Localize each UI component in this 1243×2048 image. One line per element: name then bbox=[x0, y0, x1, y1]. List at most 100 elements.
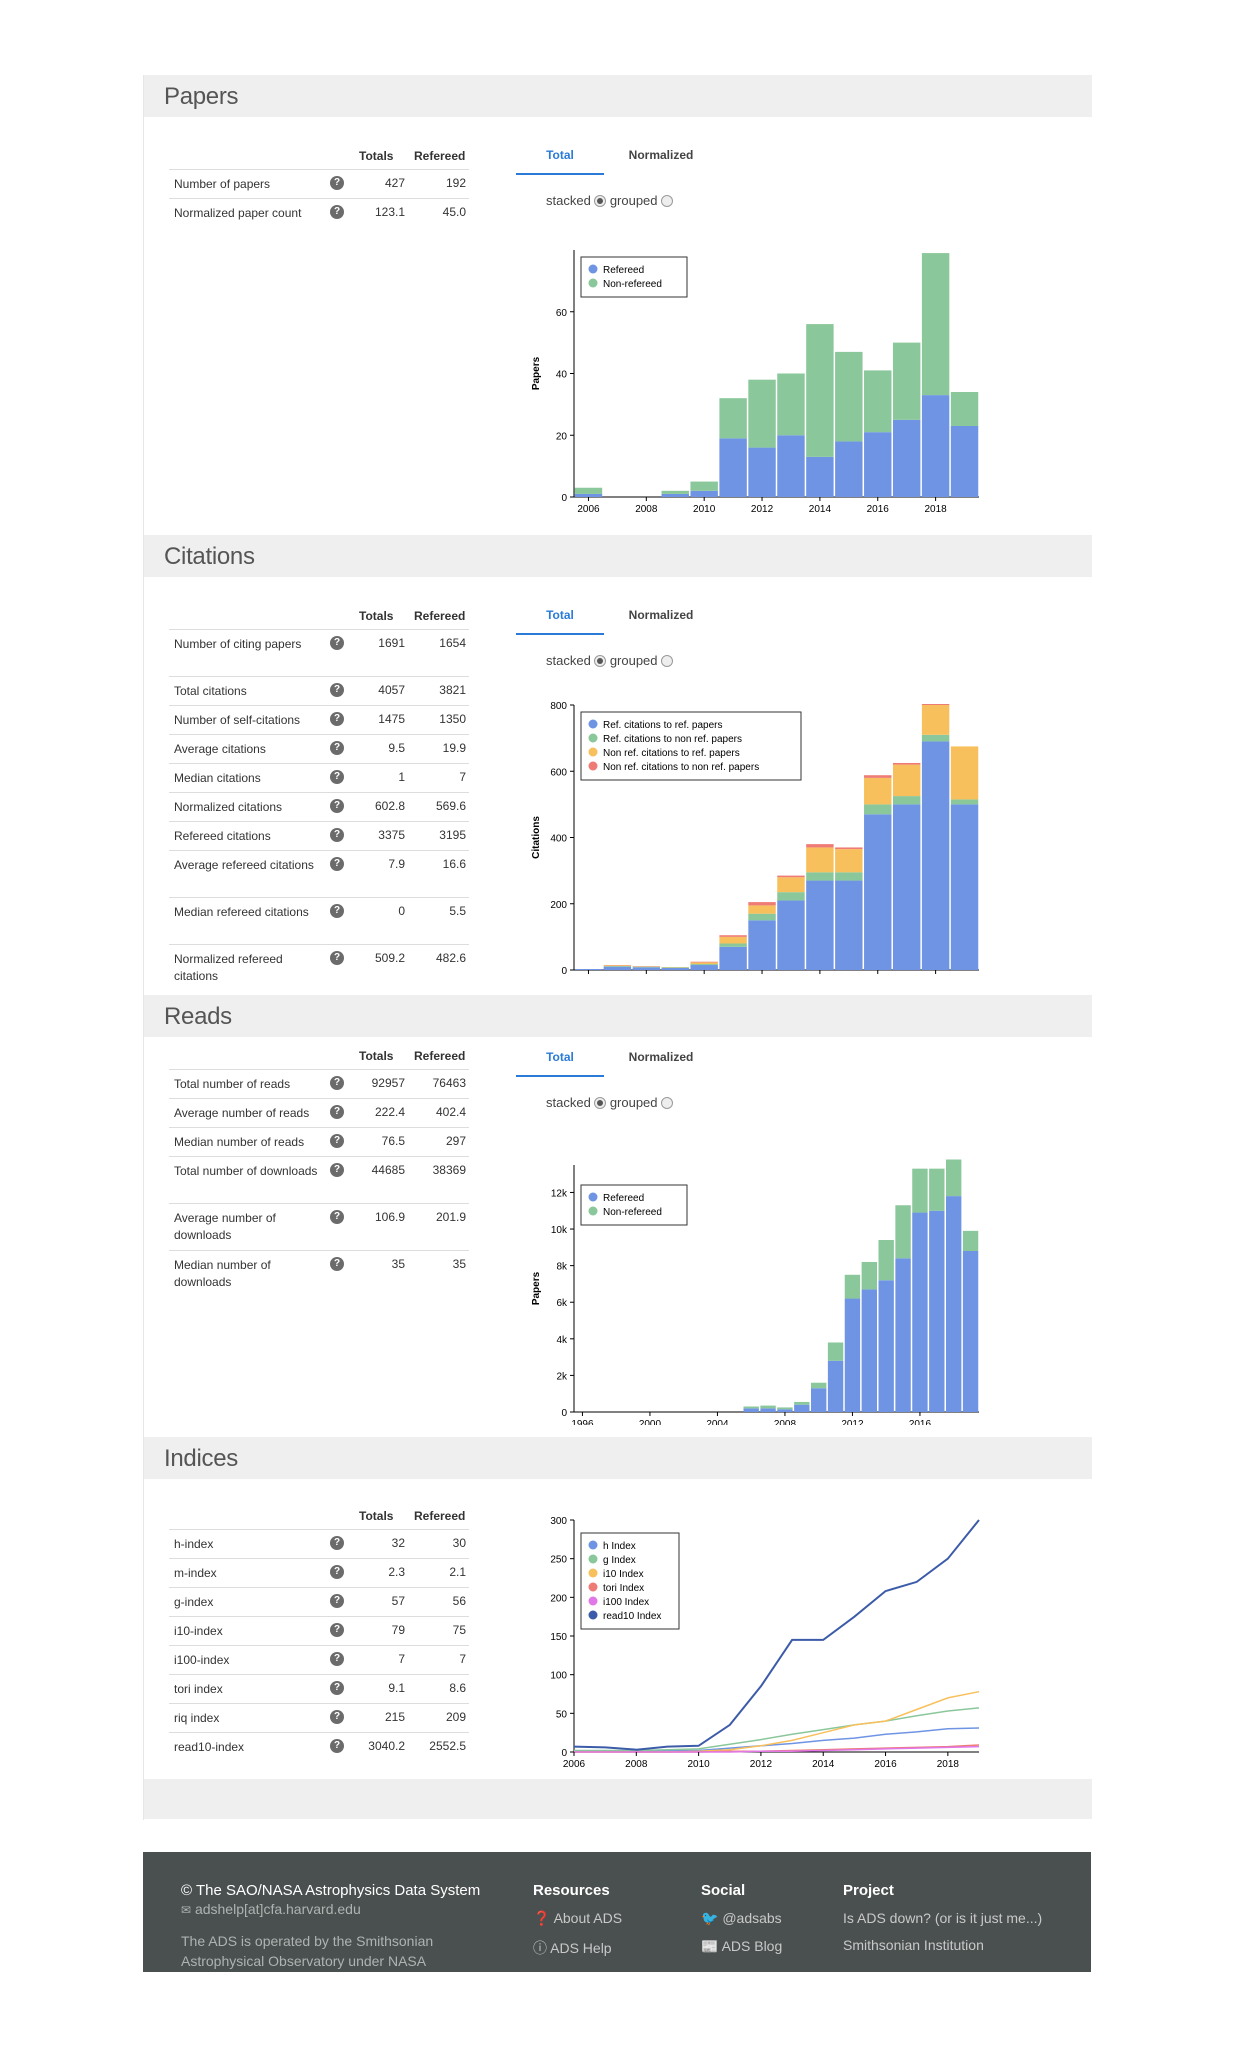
bar-ref-citations-to-non-ref-papers bbox=[835, 872, 863, 881]
metric-row: g-index? 57 56 bbox=[169, 1587, 469, 1616]
metric-row: Number of papers? 427 192 bbox=[169, 169, 469, 198]
help-icon[interactable]: ? bbox=[330, 1710, 344, 1724]
help-icon[interactable]: ? bbox=[330, 1536, 344, 1550]
blog-link[interactable]: 📰 ADS Blog bbox=[701, 1938, 782, 1955]
metric-refereed: 35 bbox=[452, 1257, 466, 1271]
bar-refereed bbox=[661, 493, 689, 497]
tab-normalized[interactable]: Normalized bbox=[628, 608, 694, 622]
y-tick-label: 800 bbox=[550, 701, 567, 712]
metric-total: 79 bbox=[391, 1623, 405, 1637]
y-tick-label: 40 bbox=[556, 370, 568, 381]
metric-refereed: 45.0 bbox=[442, 205, 466, 219]
status-link[interactable]: Is ADS down? (or is it just me...) bbox=[843, 1910, 1043, 1926]
help-icon[interactable]: ? bbox=[330, 1105, 344, 1119]
y-axis-title: Papers bbox=[531, 356, 542, 390]
help-icon[interactable]: ? bbox=[330, 1210, 344, 1224]
about-link-label: About ADS bbox=[553, 1910, 623, 1926]
y-tick-label: 20 bbox=[556, 431, 568, 442]
legend-label: Ref. citations to ref. papers bbox=[603, 720, 723, 731]
metric-label: Average refereed citations bbox=[174, 858, 314, 872]
help-link[interactable]: ⓘ ADS Help bbox=[533, 1938, 622, 1958]
tab-total[interactable]: Total bbox=[516, 605, 604, 635]
help-icon[interactable]: ? bbox=[330, 904, 344, 918]
help-icon[interactable]: ? bbox=[330, 1652, 344, 1666]
help-icon[interactable]: ? bbox=[330, 1134, 344, 1148]
metric-total: 7 bbox=[398, 1652, 405, 1666]
help-icon[interactable]: ? bbox=[330, 636, 344, 650]
bar-refereed bbox=[777, 435, 805, 497]
footer-email[interactable]: adshelp[at]cfa.harvard.edu bbox=[194, 1901, 361, 1917]
legend-label: g Index bbox=[603, 1555, 636, 1566]
tab-normalized[interactable]: Normalized bbox=[628, 148, 694, 162]
col-refereed: Refereed bbox=[414, 609, 466, 623]
legend-dot bbox=[588, 1582, 598, 1592]
grouped-radio[interactable] bbox=[660, 654, 673, 667]
help-icon[interactable]: ? bbox=[330, 712, 344, 726]
help-icon[interactable]: ? bbox=[330, 799, 344, 813]
grouped-radio[interactable] bbox=[660, 1096, 673, 1109]
legend-label: read10 Index bbox=[603, 1611, 661, 1622]
twitter-link[interactable]: 🐦 @adsabs bbox=[701, 1910, 782, 1927]
col-refereed: Refereed bbox=[414, 1509, 466, 1523]
bar-non-ref-citations-to-ref-papers bbox=[921, 705, 950, 735]
footer-resources: Resources ❓ About ADS ⓘ ADS Help bbox=[533, 1882, 622, 1958]
legend-label: Non ref. citations to ref. papers bbox=[603, 748, 740, 759]
footer-about: © The SAO/NASA Astrophysics Data System … bbox=[181, 1882, 501, 1971]
bar-refereed bbox=[950, 425, 979, 497]
y-tick-label: 10k bbox=[551, 1225, 568, 1236]
stacked-radio[interactable] bbox=[593, 194, 606, 207]
metric-refereed: 482.6 bbox=[435, 951, 466, 965]
y-tick-label: 2k bbox=[556, 1371, 568, 1382]
bar-non-refereed bbox=[864, 370, 892, 433]
tab-total[interactable]: Total bbox=[516, 145, 604, 175]
tab-total[interactable]: Total bbox=[516, 1047, 604, 1077]
indices-metrics-table: Totals Refereed h-index? 32 30 m-index? 2.3 2.… bbox=[169, 1501, 469, 1761]
x-tick-label: 2012 bbox=[841, 1419, 864, 1425]
help-icon[interactable]: ? bbox=[330, 683, 344, 697]
help-icon[interactable]: ? bbox=[330, 770, 344, 784]
metric-label: Total number of downloads bbox=[174, 1164, 318, 1178]
help-icon[interactable]: ? bbox=[330, 857, 344, 871]
help-icon[interactable]: ? bbox=[330, 1623, 344, 1637]
help-icon[interactable]: ? bbox=[330, 1594, 344, 1608]
help-icon[interactable]: ? bbox=[330, 1681, 344, 1695]
help-icon[interactable]: ? bbox=[330, 1565, 344, 1579]
x-tick-label: 2016 bbox=[909, 1419, 932, 1425]
bar-non-ref-citations-to-non-ref-papers bbox=[892, 762, 921, 765]
grouped-radio[interactable] bbox=[660, 194, 673, 207]
help-icon[interactable]: ? bbox=[330, 1076, 344, 1090]
stacked-radio[interactable] bbox=[593, 1096, 606, 1109]
legend-label: Non-refereed bbox=[603, 1207, 662, 1218]
metric-total: 1 bbox=[398, 770, 405, 784]
help-icon[interactable]: ? bbox=[330, 741, 344, 755]
metric-label: Normalized citations bbox=[174, 800, 283, 814]
help-icon[interactable]: ? bbox=[330, 1739, 344, 1753]
help-icon[interactable]: ? bbox=[330, 1163, 344, 1177]
metric-refereed: 7 bbox=[459, 1652, 466, 1666]
metric-row: m-index? 2.3 2.1 bbox=[169, 1558, 469, 1587]
help-icon[interactable]: ? bbox=[330, 828, 344, 842]
help-icon[interactable]: ? bbox=[330, 205, 344, 219]
help-icon[interactable]: ? bbox=[330, 1257, 344, 1271]
bar-non-ref-citations-to-non-ref-papers bbox=[864, 775, 892, 778]
bar-non-refereed bbox=[811, 1382, 827, 1389]
metric-total: 509.2 bbox=[374, 951, 405, 965]
metric-row: Normalized refereed citations? 509.2 482.6 bbox=[169, 944, 469, 991]
about-link[interactable]: ❓ About ADS bbox=[533, 1910, 622, 1927]
bar-refereed bbox=[844, 1298, 861, 1412]
x-tick-label: 2000 bbox=[639, 1419, 662, 1425]
bar-non-refereed bbox=[895, 1205, 911, 1259]
stacked-radio[interactable] bbox=[593, 654, 606, 667]
metric-refereed: 76463 bbox=[432, 1076, 466, 1090]
tab-normalized[interactable]: Normalized bbox=[628, 1050, 694, 1064]
metric-row: tori index? 9.1 8.6 bbox=[169, 1674, 469, 1703]
help-icon[interactable]: ? bbox=[330, 951, 344, 965]
y-tick-label: 0 bbox=[561, 1748, 567, 1759]
metric-refereed: 192 bbox=[445, 176, 466, 190]
smithsonian-link[interactable]: Smithsonian Institution bbox=[843, 1937, 984, 1953]
bar-ref-citations-to-ref-papers bbox=[632, 967, 661, 970]
metric-row: Average number of reads? 222.4 402.4 bbox=[169, 1098, 469, 1127]
metric-refereed: 75 bbox=[452, 1623, 466, 1637]
bar-ref-citations-to-non-ref-papers bbox=[806, 872, 834, 881]
help-icon[interactable]: ? bbox=[330, 176, 344, 190]
